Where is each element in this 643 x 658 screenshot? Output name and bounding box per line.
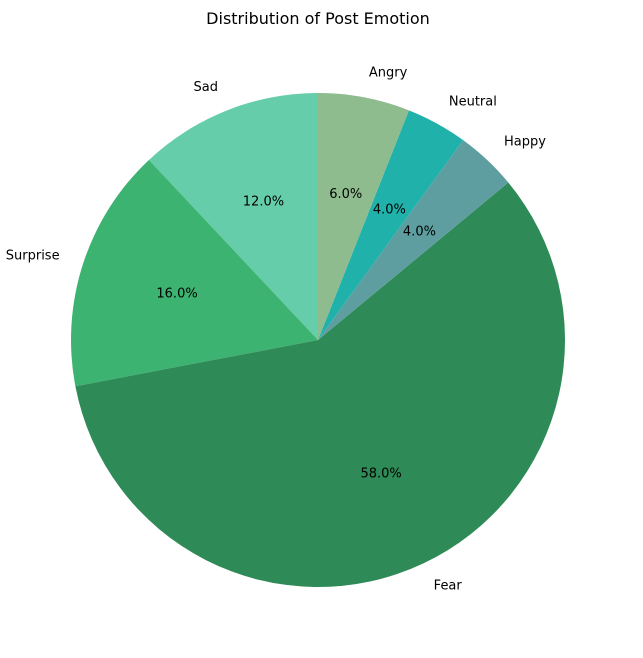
pie-slice-angry: [318, 93, 409, 340]
pct-label-sad: 12.0%: [243, 195, 284, 210]
pct-label-neutral: 4.0%: [373, 203, 406, 218]
pie-slice-fear: [75, 182, 566, 588]
pct-label-angry: 6.0%: [329, 187, 362, 202]
slice-label-happy: Happy: [504, 134, 546, 149]
chart-title: Distribution of Post Emotion: [206, 9, 430, 28]
pie-slice-surprise: [71, 159, 318, 387]
pct-label-happy: 4.0%: [403, 224, 436, 239]
pct-label-fear: 58.0%: [360, 467, 401, 482]
slice-label-neutral: Neutral: [449, 94, 497, 109]
slice-labels: Sad Surprise Fear Happy Neutral Angry: [6, 66, 546, 594]
slice-label-sad: Sad: [193, 80, 217, 95]
slice-label-surprise: Surprise: [6, 249, 60, 264]
pie-slice-happy: [318, 140, 509, 340]
slice-label-fear: Fear: [434, 578, 463, 593]
pie-slices: [71, 93, 566, 588]
percentage-labels: 12.0% 16.0% 58.0% 4.0% 4.0% 6.0%: [156, 187, 436, 482]
pie-slice-neutral: [318, 110, 464, 340]
pct-label-surprise: 16.0%: [156, 287, 197, 302]
slice-label-angry: Angry: [369, 66, 408, 81]
pie-slice-sad: [148, 93, 318, 340]
